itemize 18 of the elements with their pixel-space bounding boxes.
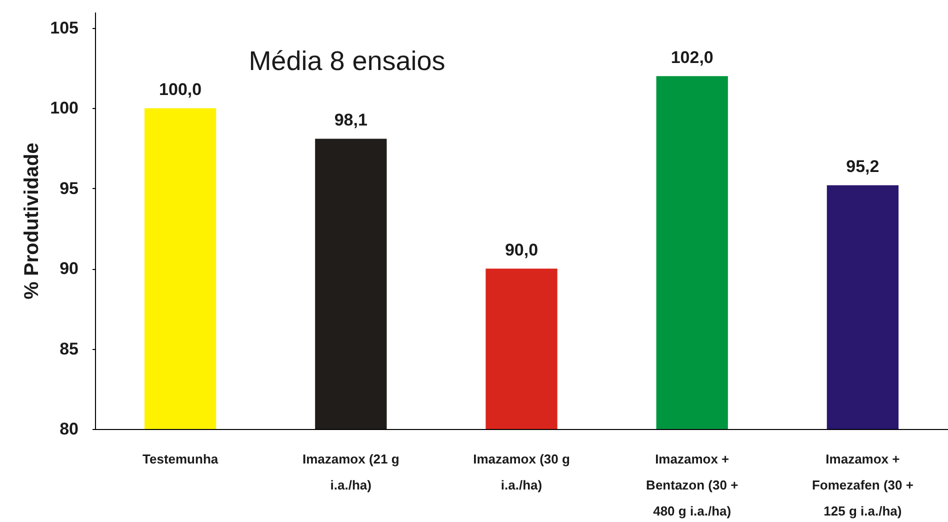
y-axis-title: % Produtividade (21, 142, 44, 300)
y-tick-label: 80 (60, 420, 78, 438)
x-tick-label: Imazamox (21 g i.a./ha) (302, 452, 400, 492)
x-tick-label: Testemunha (142, 452, 219, 466)
y-tick-label: 100 (50, 98, 78, 118)
y-tick-label: 90 (60, 259, 78, 278)
data-label: 98,1 (334, 110, 368, 130)
x-tick-label: Imazamox (30 g i.a./ha) (473, 452, 570, 492)
x-tick-label: Imazamox + Fomezafen (30 + 125 g i.a./ha) (812, 452, 914, 518)
data-label: 102,0 (670, 48, 714, 68)
annotation: Média 8 ensaios (248, 46, 446, 76)
data-label: 90,0 (504, 240, 538, 260)
data-label: 95,2 (846, 157, 880, 176)
x-tick-label: Imazamox + Bentazon (30 + 480 g i.a./ha) (646, 452, 739, 518)
data-label: 100,0 (159, 80, 202, 100)
y-tick-label: 105 (50, 18, 78, 38)
y-tick-label: 85 (60, 339, 78, 358)
y-tick-label: 95 (60, 178, 78, 198)
